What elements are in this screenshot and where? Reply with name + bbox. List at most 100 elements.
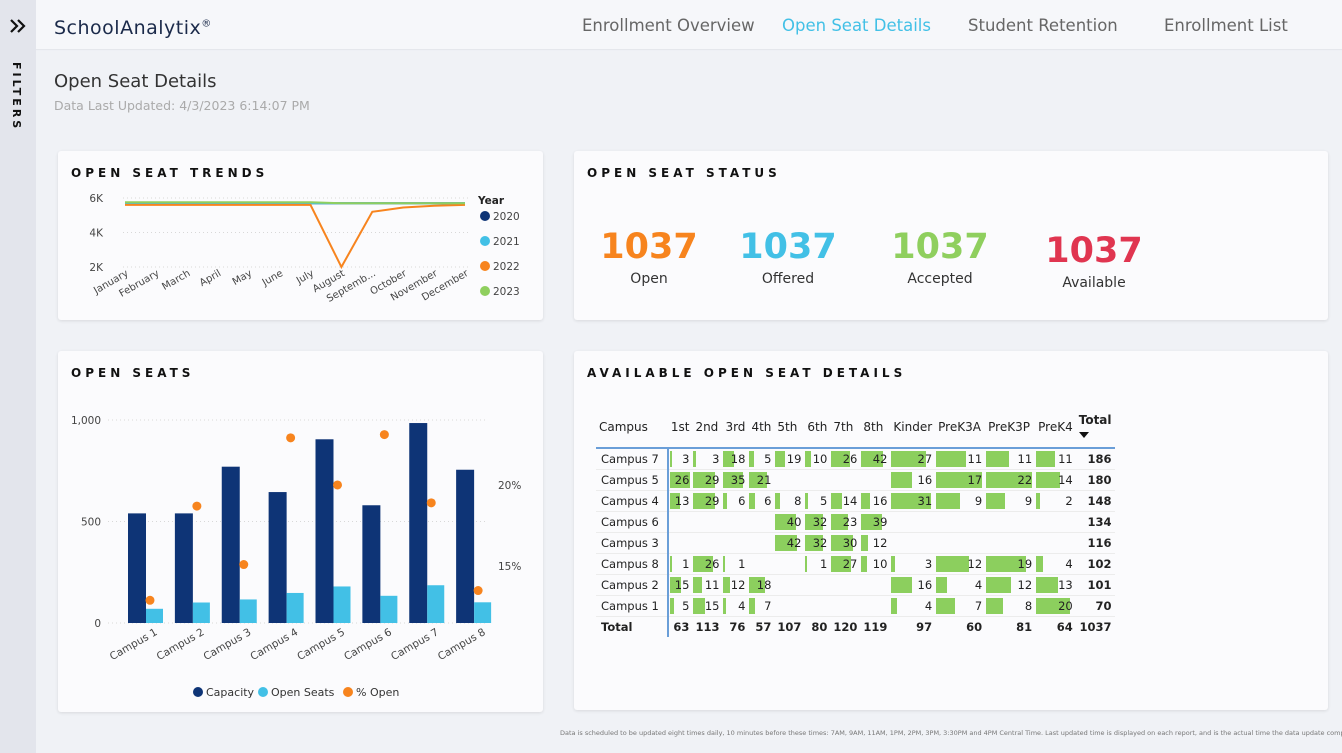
open-seat-details-matrix: Campus 1st 2nd 3rd 4th 5th 6th 7th 8th Kinder PreK… bbox=[596, 409, 1115, 637]
matrix-header-row: Campus 1st 2nd 3rd 4th 5th 6th 7th 8th Kinder PreK… bbox=[596, 409, 1115, 448]
matrix-cell bbox=[804, 595, 831, 617]
matrix-cell: 18 bbox=[722, 448, 749, 470]
filters-toggle[interactable]: FILTERS bbox=[8, 62, 28, 152]
cell-value: 14 bbox=[842, 493, 858, 508]
matrix-cell: 11 bbox=[692, 574, 723, 596]
matrix-cell: 8 bbox=[985, 595, 1036, 617]
open-seats-bar bbox=[146, 608, 163, 623]
open-seats-legend-label: Open Seats bbox=[271, 686, 335, 699]
matrix-cell: 11 bbox=[935, 448, 986, 470]
matrix-row[interactable]: Campus 5 26 29 35 21 16 17 22 14 180 bbox=[596, 469, 1115, 491]
matrix-column-header[interactable]: 7th bbox=[833, 420, 854, 434]
data-bar bbox=[723, 576, 731, 593]
matrix-cell: 2 bbox=[1035, 490, 1076, 512]
matrix-total-row[interactable]: Total 63 113 76 57 107 80 120 119 97 60 81 64 1037 bbox=[596, 616, 1115, 637]
capacity-bar bbox=[456, 469, 475, 623]
cell-value: 12 bbox=[1017, 577, 1033, 592]
filters-label: FILTERS bbox=[10, 62, 23, 132]
matrix-row[interactable]: Campus 3 42 32 30 12 116 bbox=[596, 532, 1115, 554]
matrix-column-header[interactable]: 2nd bbox=[695, 420, 719, 434]
matrix-cell bbox=[890, 511, 936, 533]
matrix-cell bbox=[722, 532, 749, 554]
matrix-column-header[interactable]: PreK3P bbox=[988, 420, 1030, 434]
kpi-available[interactable]: 1037 Available bbox=[1024, 231, 1164, 291]
matrix-column-header[interactable]: PreK3A bbox=[938, 420, 981, 434]
cell-value: 14 bbox=[1058, 472, 1073, 487]
tab-enrollment-list[interactable]: Enrollment List bbox=[1164, 16, 1288, 35]
matrix-cell: 12 bbox=[935, 553, 986, 575]
open-seats-legend-label: Capacity bbox=[206, 686, 255, 699]
cell-value: 8 bbox=[1024, 598, 1033, 613]
tab-enrollment-overview[interactable]: Enrollment Overview bbox=[582, 16, 755, 35]
matrix-cell bbox=[860, 469, 891, 491]
filters-sidebar: FILTERS bbox=[0, 0, 36, 753]
matrix-row[interactable]: Campus 1 5 15 4 7 4 7 8 20 70 bbox=[596, 595, 1115, 617]
campus-name: Campus 8 bbox=[596, 553, 669, 575]
trends-y-tick: 2K bbox=[89, 262, 104, 274]
open-seats-bar bbox=[192, 602, 210, 623]
expand-filters-icon[interactable] bbox=[8, 16, 28, 36]
matrix-column-header[interactable]: 8th bbox=[863, 420, 884, 434]
matrix-cell: 7 bbox=[935, 595, 986, 617]
cell-value: 16 bbox=[872, 493, 888, 508]
open-seats-legend-marker bbox=[343, 687, 353, 697]
data-bar bbox=[861, 492, 870, 509]
matrix-cell bbox=[935, 532, 986, 554]
matrix-cell bbox=[748, 511, 775, 533]
cell-value: 42 bbox=[872, 451, 888, 466]
matrix-column-header[interactable]: 6th bbox=[807, 420, 828, 434]
matrix-column-header[interactable]: Total bbox=[1076, 409, 1115, 448]
campus-name: Campus 2 bbox=[596, 574, 669, 596]
trends-x-tick: June bbox=[260, 268, 285, 289]
matrix-column-header[interactable]: PreK4 bbox=[1038, 420, 1073, 434]
tab-student-retention[interactable]: Student Retention bbox=[968, 16, 1118, 35]
matrix-cell bbox=[692, 532, 723, 554]
matrix-row[interactable]: Campus 2 15 11 12 18 16 4 12 13 101 bbox=[596, 574, 1115, 596]
cell-value: 29 bbox=[704, 472, 720, 487]
cell-value: 57 bbox=[755, 619, 772, 634]
total-header-label: Total bbox=[1078, 413, 1112, 427]
trends-legend-marker-2023 bbox=[480, 286, 490, 296]
matrix-cell: 16 bbox=[890, 469, 936, 491]
data-bar bbox=[986, 597, 1003, 614]
matrix-row[interactable]: Campus 7 3 3 18 5 19 10 26 42 27 11 11 11 186 bbox=[596, 448, 1115, 470]
matrix-row[interactable]: Campus 8 1 26 1 1 27 10 3 12 19 4 102 bbox=[596, 553, 1115, 575]
matrix-cell: 20 bbox=[1035, 595, 1076, 617]
matrix-column-header[interactable]: 5th bbox=[777, 420, 798, 434]
cell-value: 26 bbox=[674, 472, 690, 487]
trends-y-tick: 4K bbox=[89, 228, 104, 240]
kpi-accepted[interactable]: 1037 Accepted bbox=[870, 227, 1010, 287]
matrix-column-header[interactable]: Kinder bbox=[893, 420, 933, 434]
cell-value: 4 bbox=[924, 598, 933, 613]
matrix-row[interactable]: Campus 4 13 29 6 6 8 5 14 16 31 9 9 2 148 bbox=[596, 490, 1115, 512]
kpi-open[interactable]: 1037 Open bbox=[579, 227, 719, 287]
cell-value: 4 bbox=[974, 577, 983, 592]
matrix-cell: 113 bbox=[692, 616, 722, 637]
cell-value: 7 bbox=[974, 598, 983, 613]
trends-legend-title: Year bbox=[477, 195, 505, 207]
open-seats-x-tick: Campus 4 bbox=[248, 626, 300, 663]
matrix-row[interactable]: Campus 6 40 32 23 39 134 bbox=[596, 511, 1115, 533]
available-open-seat-details-card: AVAILABLE OPEN SEAT DETAILS Campus 1st 2nd… bbox=[574, 351, 1328, 710]
cell-value: 19 bbox=[786, 451, 802, 466]
matrix-cell bbox=[830, 574, 861, 596]
matrix-column-header[interactable]: Campus bbox=[599, 420, 648, 434]
trends-legend-marker-2020 bbox=[480, 211, 490, 221]
cell-value: 27 bbox=[842, 556, 858, 571]
app-logo: SchoolAnalytix® bbox=[54, 17, 212, 39]
kpi-offered[interactable]: 1037 Offered bbox=[718, 227, 858, 287]
open-seat-trends-title: OPEN SEAT TRENDS bbox=[71, 166, 269, 180]
tab-open-seat-details[interactable]: Open Seat Details bbox=[782, 16, 931, 35]
matrix-column-header[interactable]: 4th bbox=[751, 420, 772, 434]
update-schedule-footnote: Data is scheduled to be updated eight ti… bbox=[560, 729, 1342, 737]
matrix-column-header[interactable]: 3rd bbox=[725, 420, 746, 434]
data-bar bbox=[936, 555, 969, 572]
matrix-column-header[interactable]: 1st bbox=[670, 420, 690, 434]
cell-value: 2 bbox=[1065, 493, 1073, 508]
open-seats-x-tick: Campus 8 bbox=[436, 626, 488, 663]
data-bar bbox=[723, 555, 726, 572]
matrix-cell: 107 bbox=[774, 616, 804, 637]
percent-open-point bbox=[473, 586, 483, 596]
